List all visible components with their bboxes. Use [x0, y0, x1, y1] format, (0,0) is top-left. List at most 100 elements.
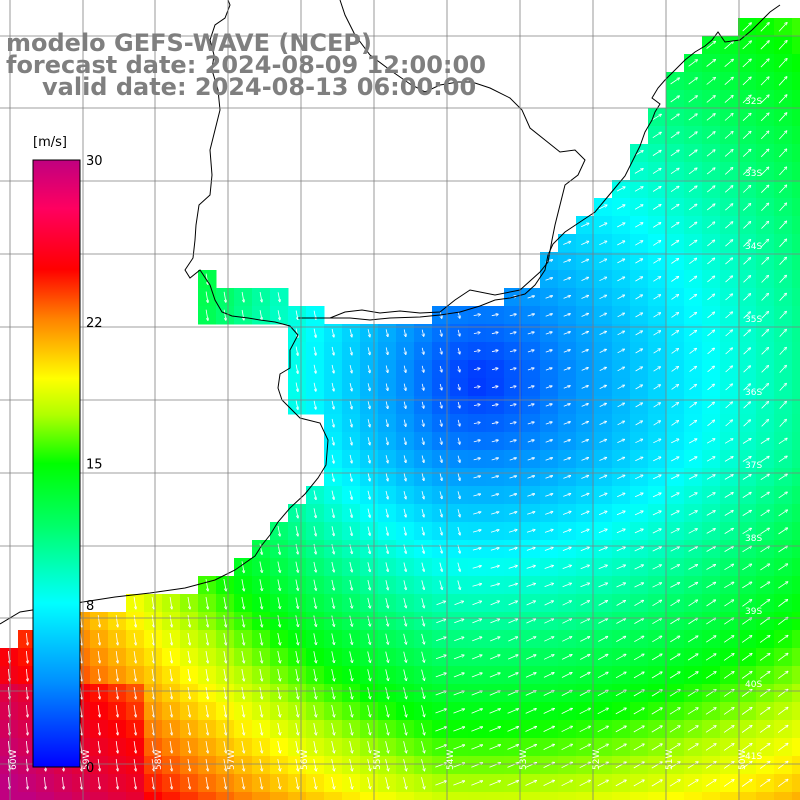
wind-speed-cell	[702, 792, 721, 800]
colorbar-gradient	[32, 159, 81, 768]
wind-speed-cell	[792, 468, 800, 487]
wind-speed-cell	[306, 792, 325, 800]
colorbar-tick-label: 22	[86, 316, 103, 331]
lon-label: 53W	[519, 750, 529, 770]
wind-speed-cell	[234, 792, 253, 800]
wind-speed-cell	[612, 792, 631, 800]
wind-speed-cell	[792, 648, 800, 667]
wind-speed-cell	[360, 792, 379, 800]
wind-speed-cell	[18, 792, 37, 800]
wind-speed-cell	[396, 792, 415, 800]
wind-speed-cell	[630, 792, 649, 800]
wind-speed-cell	[792, 270, 800, 289]
wind-speed-cell	[792, 306, 800, 325]
wind-speed-cell	[792, 378, 800, 397]
colorbar-tick-label: 15	[86, 458, 103, 473]
wind-speed-cell	[792, 126, 800, 145]
lat-label: 37S	[745, 461, 762, 471]
wind-speed-cell	[792, 90, 800, 109]
wind-speed-cell	[666, 792, 685, 800]
lat-label: 34S	[745, 242, 762, 252]
lon-label: 54W	[446, 750, 456, 770]
wind-speed-cell	[792, 108, 800, 127]
wind-speed-cell	[414, 792, 433, 800]
lat-label: 35S	[745, 315, 762, 325]
lat-label: 32S	[745, 97, 762, 107]
wind-speed-cell	[198, 792, 217, 800]
lon-label: 60W	[9, 750, 19, 770]
wind-speed-cell	[792, 342, 800, 361]
wind-speed-cell	[252, 792, 271, 800]
lon-label: 55W	[373, 750, 383, 770]
lat-label: 33S	[745, 169, 762, 179]
wind-speed-cell	[180, 792, 199, 800]
wind-speed-cell	[792, 288, 800, 307]
wind-speed-cell	[378, 792, 397, 800]
colorbar-tick-label: 8	[86, 599, 94, 614]
wind-speed-cell	[558, 792, 577, 800]
wind-speed-cell	[792, 792, 800, 800]
wind-speed-cell	[144, 792, 163, 800]
wind-speed-cell	[792, 198, 800, 217]
wind-speed-cell	[432, 792, 451, 800]
wind-speed-cell	[324, 792, 343, 800]
wind-speed-cell	[684, 792, 703, 800]
wind-speed-cell	[792, 738, 800, 757]
colorbar-tick-label: 0	[86, 761, 94, 776]
wind-speed-cell	[648, 792, 667, 800]
lon-label: 52W	[592, 750, 602, 770]
wind-speed-cell	[792, 774, 800, 793]
wind-speed-cell	[792, 216, 800, 235]
wind-speed-cell	[792, 432, 800, 451]
wind-speed-cell	[108, 792, 127, 800]
lat-label: 38S	[745, 534, 762, 544]
wind-speed-cell	[792, 18, 800, 37]
wind-speed-cell	[216, 792, 235, 800]
wind-speed-cell	[792, 684, 800, 703]
wind-speed-cell	[576, 792, 595, 800]
wind-speed-cell	[792, 144, 800, 163]
lon-label: 50W	[738, 750, 748, 770]
wind-speed-cell	[720, 792, 739, 800]
wind-speed-cell	[792, 576, 800, 595]
wind-speed-cell	[270, 792, 289, 800]
wind-speed-cell	[72, 792, 91, 800]
lon-label: 58W	[154, 750, 164, 770]
wind-speed-cell	[792, 486, 800, 505]
lat-label: 40S	[745, 680, 762, 690]
wind-speed-cell	[342, 792, 361, 800]
wind-speed-cell	[792, 720, 800, 739]
wind-speed-cell	[54, 792, 73, 800]
wind-speed-cell	[792, 324, 800, 343]
wind-speed-cell	[792, 162, 800, 181]
wind-speed-cell	[0, 792, 19, 800]
colorbar-unit: [m/s]	[33, 135, 67, 150]
wind-speed-cell	[594, 792, 613, 800]
wind-speed-cell	[792, 360, 800, 379]
wind-speed-cell	[792, 756, 800, 775]
wind-speed-cell	[522, 792, 541, 800]
wind-speed-cell	[540, 792, 559, 800]
wind-speed-cell	[792, 702, 800, 721]
wind-speed-cell	[792, 594, 800, 613]
valid-date: valid date: 2024-08-13 06:00:00	[42, 73, 477, 101]
wind-speed-cell	[738, 792, 757, 800]
lat-label: 39S	[745, 607, 762, 617]
wind-speed-cell	[792, 54, 800, 73]
wind-speed-cell	[792, 234, 800, 253]
wind-speed-cell	[468, 792, 487, 800]
lon-label: 51W	[665, 750, 675, 770]
wind-speed-cell	[792, 522, 800, 541]
wind-speed-cell	[756, 792, 775, 800]
lat-label: 36S	[745, 388, 762, 398]
wind-speed-cell	[792, 504, 800, 523]
wind-speed-cell	[792, 36, 800, 55]
wind-speed-cell	[774, 792, 793, 800]
wind-speed-cell	[792, 414, 800, 433]
wind-speed-cell	[162, 792, 181, 800]
wind-speed-cell	[450, 792, 469, 800]
wind-speed-cell	[792, 252, 800, 271]
wind-speed-cell	[90, 792, 109, 800]
wind-speed-cell	[792, 630, 800, 649]
